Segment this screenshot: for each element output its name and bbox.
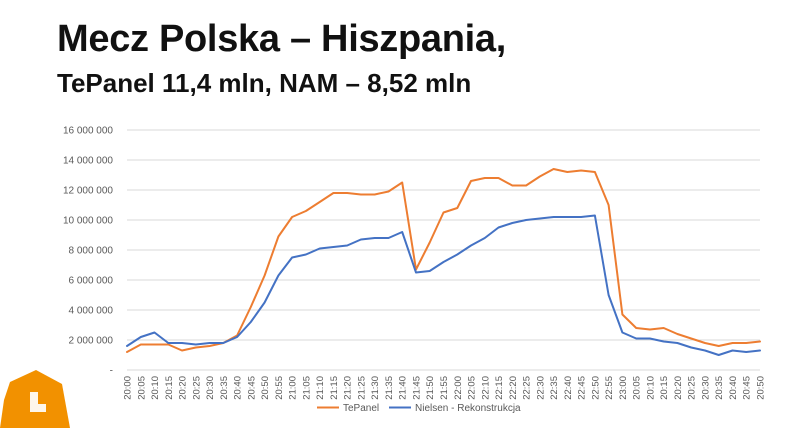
x-tick-label: 20:50 bbox=[756, 376, 767, 400]
y-tick-label: 2 000 000 bbox=[69, 336, 114, 347]
x-tick-label: 23:00 bbox=[618, 376, 629, 400]
x-tick-label: 20:15 bbox=[659, 376, 670, 400]
x-tick-label: 20:00 bbox=[123, 376, 134, 400]
x-tick-label: 22:25 bbox=[522, 376, 533, 400]
x-tick-label: 20:10 bbox=[645, 376, 656, 400]
x-tick-label: 20:05 bbox=[136, 376, 147, 400]
x-tick-label: 22:00 bbox=[453, 376, 464, 400]
grid-lines bbox=[127, 129, 760, 371]
x-tick-label: 20:15 bbox=[164, 376, 175, 400]
x-tick-label: 20:05 bbox=[632, 376, 643, 400]
x-tick-label: 20:20 bbox=[178, 376, 189, 400]
x-tick-label: 21:00 bbox=[288, 376, 299, 400]
x-tick-label: 20:20 bbox=[673, 376, 684, 400]
legend-label: Nielsen - Rekonstrukcja bbox=[415, 403, 521, 414]
x-tick-label: 22:10 bbox=[480, 376, 491, 400]
x-tick-label: 21:45 bbox=[411, 376, 422, 400]
x-tick-label: 20:50 bbox=[260, 376, 271, 400]
x-tick-label: 21:40 bbox=[398, 376, 409, 400]
x-tick-label: 22:45 bbox=[577, 376, 588, 400]
x-tick-label: 22:55 bbox=[604, 376, 615, 400]
series-line-tepanel bbox=[126, 168, 761, 353]
y-tick-label: 6 000 000 bbox=[69, 276, 114, 287]
x-tick-label: 21:25 bbox=[356, 376, 367, 400]
y-tick-label: 10 000 000 bbox=[63, 216, 113, 227]
page-subtitle: TePanel 11,4 mln, NAM – 8,52 mln bbox=[57, 68, 472, 98]
x-tick-label: 20:25 bbox=[687, 376, 698, 400]
x-tick-label: 20:45 bbox=[742, 376, 753, 400]
x-tick-label: 21:15 bbox=[329, 376, 340, 400]
x-tick-label: 21:05 bbox=[301, 376, 312, 400]
x-tick-label: 20:35 bbox=[219, 376, 230, 400]
series-line-nielsen bbox=[126, 214, 761, 356]
x-tick-label: 21:35 bbox=[384, 376, 395, 400]
x-tick-label: 22:30 bbox=[535, 376, 546, 400]
x-tick-label: 22:40 bbox=[563, 376, 574, 400]
legend-label: TePanel bbox=[343, 403, 379, 414]
x-tick-label: 21:30 bbox=[370, 376, 381, 400]
x-tick-label: 20:55 bbox=[274, 376, 285, 400]
x-tick-label: 21:55 bbox=[439, 376, 450, 400]
x-tick-label: 20:10 bbox=[150, 376, 161, 400]
x-tick-label: 22:50 bbox=[590, 376, 601, 400]
y-tick-label: 14 000 000 bbox=[63, 156, 113, 167]
y-tick-label: 4 000 000 bbox=[69, 306, 114, 317]
x-tick-label: 20:35 bbox=[714, 376, 725, 400]
x-tick-label: 22:05 bbox=[467, 376, 478, 400]
y-tick-label: - bbox=[110, 366, 113, 377]
page-title: Mecz Polska – Hiszpania, bbox=[57, 18, 506, 60]
series-lines bbox=[126, 168, 761, 356]
chart-legend: TePanel Nielsen - Rekonstrukcja bbox=[317, 403, 521, 414]
x-tick-label: 21:20 bbox=[343, 376, 354, 400]
x-tick-label: 20:40 bbox=[728, 376, 739, 400]
x-tick-label: 20:25 bbox=[191, 376, 202, 400]
x-tick-label: 21:50 bbox=[425, 376, 436, 400]
x-tick-label: 20:30 bbox=[700, 376, 711, 400]
y-tick-label: 16 000 000 bbox=[63, 126, 113, 137]
x-tick-label: 22:15 bbox=[494, 376, 505, 400]
x-axis-ticks: 20:00 20:05 20:10 20:15 20:20 20:25 20:30 20:35… bbox=[123, 376, 767, 400]
x-tick-label: 21:10 bbox=[315, 376, 326, 400]
x-tick-label: 22:20 bbox=[508, 376, 519, 400]
x-tick-label: 20:45 bbox=[246, 376, 257, 400]
y-tick-label: 12 000 000 bbox=[63, 186, 113, 197]
x-tick-label: 20:40 bbox=[233, 376, 244, 400]
tepanel-logo-icon bbox=[0, 370, 70, 428]
x-tick-label: 22:35 bbox=[549, 376, 560, 400]
y-axis-ticks: - 2 000 000 4 000 000 6 000 000 8 000 000 10 … bbox=[63, 126, 113, 377]
y-tick-label: 8 000 000 bbox=[69, 246, 114, 257]
x-tick-label: 20:30 bbox=[205, 376, 216, 400]
